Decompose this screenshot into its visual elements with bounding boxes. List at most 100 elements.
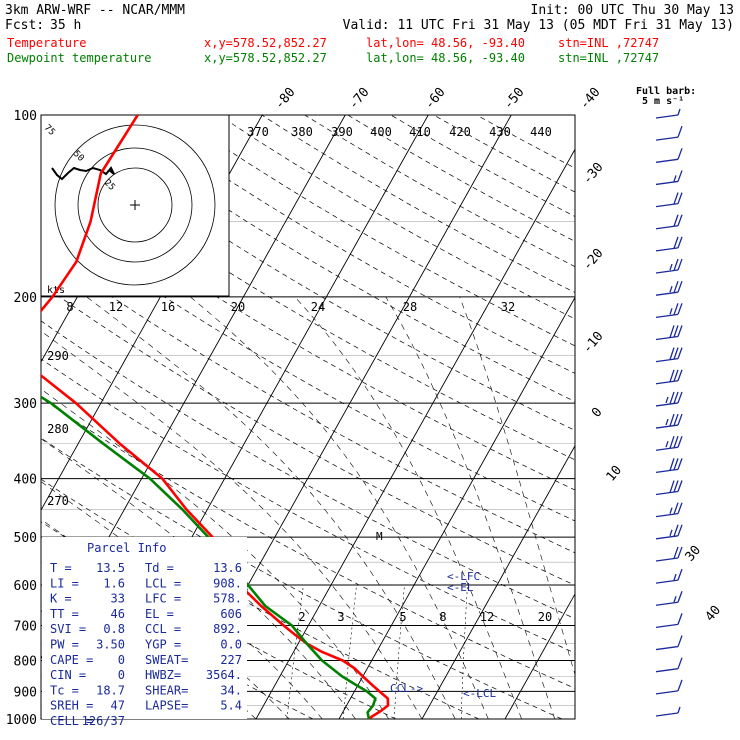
parcel-info-cell: 5.4 [220, 699, 242, 713]
wind-barb-flag [677, 458, 683, 470]
parcel-info-cell: PW = [50, 638, 79, 652]
wind-barb-flag [677, 347, 683, 359]
parcel-info-cell: CAPE = [50, 653, 93, 667]
parcel-info-cell: 3564. [206, 668, 242, 682]
dry-adiabat-line [261, 115, 575, 293]
isotherm-label: -20 [580, 246, 607, 274]
wind-barb-flag [673, 391, 679, 404]
parcel-info-cell: CIN = [50, 668, 86, 682]
theta-e-label: 390 [331, 125, 353, 139]
speed-tick-label: 32 [501, 300, 515, 314]
parcel-info-cell: 1.6 [103, 576, 125, 590]
wind-barb-flag [677, 369, 683, 381]
moist-adiabat-line [41, 438, 356, 719]
legend-dewpoint-location: x,y=578.52,852.27 [204, 51, 327, 65]
level-marker-label: <-EL [447, 581, 474, 594]
pressure-tick-label: 1000 [6, 713, 37, 728]
wind-barb [655, 192, 683, 208]
wind-barb-flag [677, 192, 683, 204]
wind-barb-flag [669, 285, 673, 293]
theta-label-left: 290 [47, 349, 69, 363]
pressure-tick-label: 600 [14, 579, 37, 594]
moist-adiabat-line [86, 296, 456, 719]
mixing-ratio-line [342, 584, 357, 719]
mixing-ratio-label: 8 [439, 610, 446, 624]
isotherm-label: 10 [604, 463, 626, 485]
wind-barb [655, 502, 683, 518]
wind-barb-flag [669, 458, 675, 471]
wind-barb-flag [677, 706, 681, 714]
wind-barb-flag [665, 396, 669, 404]
moist-adiabat-line [41, 388, 390, 719]
isotherm-label: 0 [589, 405, 606, 421]
moist-adiabat-line [459, 296, 575, 676]
parcel-info-cell: 0.8 [103, 622, 125, 636]
wind-barb-staff [655, 114, 679, 119]
wind-barb-flag [673, 280, 679, 293]
dry-adiabat-line [41, 143, 575, 461]
pressure-tick-label: 300 [14, 397, 37, 412]
wind-legend-line2: 5 m s⁻¹ [642, 96, 684, 107]
mixing-ratio-line [460, 584, 468, 719]
wind-barb-staff [655, 690, 679, 695]
parcel-info-cell: 34. [220, 683, 242, 697]
wind-barb-flag [673, 303, 679, 316]
wind-barb-staff [655, 180, 679, 186]
wind-barb-flag [665, 418, 669, 426]
isotherm-line [255, 148, 575, 719]
speed-tick-label: 24 [311, 300, 325, 314]
hodograph-ring [97, 167, 173, 243]
wind-barb-flag [673, 236, 679, 249]
dry-adiabat-line [476, 115, 575, 169]
wind-barb-flag [669, 325, 675, 338]
hodograph-ring [54, 124, 216, 286]
wind-barb-staff [655, 668, 679, 673]
wind-barb-flag [677, 280, 683, 293]
parcel-info-cell: 3.50 [96, 638, 125, 652]
wind-barb-staff [655, 601, 679, 606]
moist-adiabat-line [190, 296, 489, 719]
speed-tick-label: 12 [109, 300, 123, 314]
parcel-info-cell: SHEAR= [145, 683, 188, 697]
wind-barb-flag [669, 436, 675, 449]
model-title: 3km ARW-WRF -- NCAR/MMM [5, 3, 185, 18]
speed-tick-label: 28 [403, 300, 417, 314]
wind-barb-flag [669, 263, 673, 271]
wind-barb-flag [677, 591, 683, 603]
level-marker-label: CCL-> [390, 682, 423, 695]
theta-label-left: 270 [47, 494, 69, 508]
wind-barb-flag [669, 308, 673, 315]
theta-e-label: 440 [530, 125, 552, 139]
wind-barb-flag [677, 413, 683, 426]
wind-barb-flag [677, 657, 683, 669]
wind-barb [655, 391, 683, 407]
dry-adiabat-line [390, 115, 575, 217]
theta-e-label: 420 [449, 125, 471, 139]
dry-adiabat-line [41, 320, 575, 620]
wind-barb-flag [677, 679, 683, 692]
parcel-info-cell: CELL = [50, 714, 93, 728]
theta-e-label: 380 [291, 125, 313, 139]
wind-barb-flag [677, 524, 683, 537]
wind-barb-flag [673, 480, 679, 493]
mixing-ratio-label: 20 [538, 610, 552, 624]
parcel-info-cell: 606 [220, 607, 242, 621]
mixing-ratio-label: 3 [337, 610, 344, 624]
isotherm-label: 30 [683, 543, 705, 565]
wind-barb-flag [673, 325, 679, 338]
plot-frame [40, 114, 576, 720]
wind-barb [655, 369, 683, 385]
wind-barb [655, 236, 683, 252]
wind-barb-flag [669, 369, 675, 382]
wind-barb [655, 303, 683, 318]
wind-barb [655, 413, 683, 429]
parcel-info-cell: 46 [111, 607, 125, 621]
parcel-info-cell: 0 [118, 653, 125, 667]
isotherm-label: 40 [703, 603, 725, 625]
mixing-ratio-label: 5 [399, 610, 406, 624]
parcel-info-cell: YGP = [145, 638, 181, 652]
wind-barb-staff [655, 623, 679, 629]
wind-barb-flag [677, 258, 683, 271]
legend-dewpoint-station: stn=INL ,72747 [558, 51, 659, 65]
